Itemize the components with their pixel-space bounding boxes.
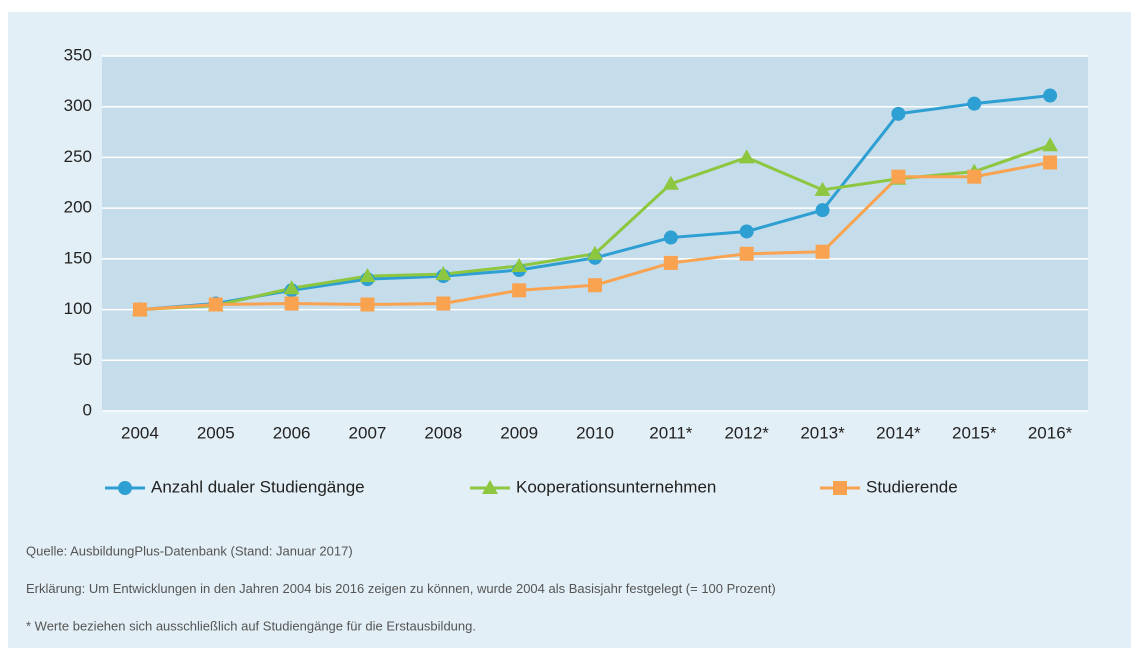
point: [815, 203, 830, 218]
point: [482, 480, 498, 494]
note: Erklärung: Um Entwicklungen in den Jahre…: [26, 581, 776, 596]
y-tick-label: 200: [64, 198, 92, 217]
point: [815, 244, 830, 259]
x-tick-label: 2012*: [724, 423, 769, 442]
point: [891, 169, 906, 184]
y-tick-label: 250: [64, 147, 92, 166]
point: [587, 245, 603, 260]
x-tick-label: 2015*: [952, 423, 997, 442]
point: [663, 255, 678, 270]
point: [833, 481, 847, 495]
point: [132, 302, 147, 317]
x-tick-label: 2006: [273, 423, 311, 442]
point: [1042, 137, 1059, 152]
legend-label: Studierende: [866, 477, 958, 496]
x-tick-label: 2008: [424, 423, 462, 442]
x-tick-label: 2014*: [876, 423, 921, 442]
legend-label: Kooperationsunternehmen: [516, 477, 716, 496]
point: [360, 297, 375, 312]
y-tick-label: 0: [83, 400, 92, 419]
point: [435, 266, 452, 281]
point: [739, 246, 754, 261]
point: [1043, 155, 1058, 170]
x-tick-label: 2013*: [800, 423, 845, 442]
point: [663, 230, 678, 245]
point: [208, 297, 223, 312]
y-tick-label: 300: [64, 96, 92, 115]
x-tick-label: 2007: [349, 423, 387, 442]
point: [967, 96, 982, 111]
x-tick-label: 2004: [121, 423, 159, 442]
legend-label: Anzahl dualer Studiengänge: [151, 477, 365, 496]
x-tick-label: 2010: [576, 423, 614, 442]
x-tick-label: 2009: [500, 423, 538, 442]
point: [284, 296, 299, 311]
point: [436, 296, 451, 311]
x-tick-label: 2005: [197, 423, 235, 442]
note: * Werte beziehen sich ausschließlich auf…: [26, 618, 476, 633]
x-tick-label: 2011*: [649, 423, 693, 442]
point: [662, 175, 679, 190]
point: [588, 278, 602, 293]
point: [814, 181, 831, 196]
x-tick-label: 2016*: [1028, 423, 1073, 442]
point: [118, 481, 132, 495]
point: [739, 224, 754, 239]
y-tick-label: 50: [73, 350, 92, 369]
plot-background: [102, 56, 1088, 411]
y-tick-label: 150: [64, 248, 92, 267]
point: [511, 257, 528, 272]
point: [512, 283, 527, 298]
y-tick-label: 100: [64, 299, 92, 318]
point: [967, 169, 982, 184]
y-tick-label: 350: [64, 45, 92, 64]
point: [359, 268, 376, 283]
point: [891, 106, 906, 121]
note: Quelle: AusbildungPlus-Datenbank (Stand:…: [26, 543, 353, 558]
point: [738, 149, 755, 164]
point: [283, 280, 300, 295]
point: [1043, 88, 1058, 103]
